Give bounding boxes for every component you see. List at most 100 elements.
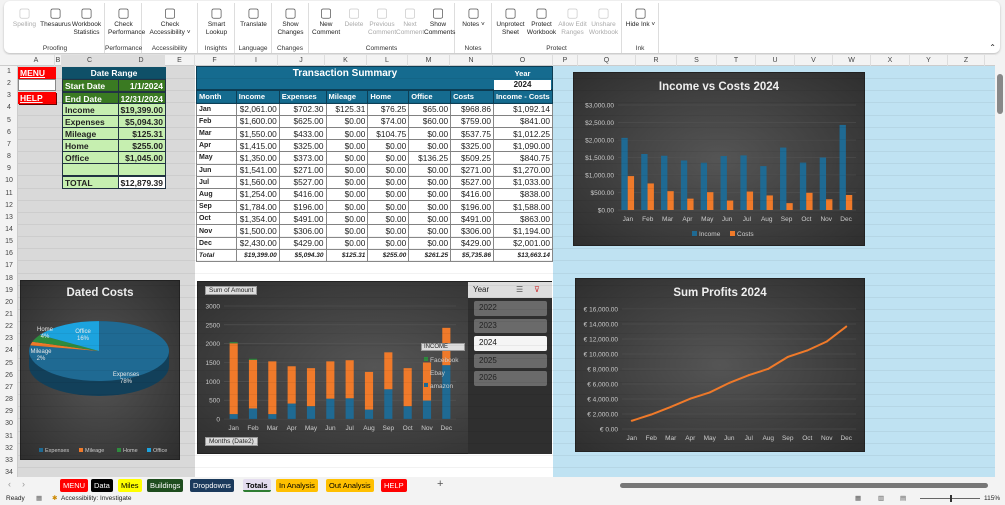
protect-workbook-button[interactable]: ▢ Protect Workbook	[526, 5, 557, 37]
row-header[interactable]: 21	[5, 311, 13, 318]
row-header[interactable]: 30	[5, 420, 13, 428]
slicer-item-2026[interactable]: 2026	[474, 371, 547, 386]
table-cell[interactable]: $1,090.00	[492, 139, 554, 153]
table-cell[interactable]: Feb	[196, 114, 237, 128]
bar-ebay[interactable]	[364, 371, 374, 410]
row-header[interactable]: 5	[7, 116, 11, 124]
bar-income[interactable]	[760, 166, 767, 210]
sheet-tab-help[interactable]: HELP	[381, 479, 407, 492]
column-header[interactable]: K	[325, 55, 367, 66]
pie-slice-home[interactable]	[32, 334, 100, 351]
sum-of-amount-field-button[interactable]: Sum of Amount	[205, 286, 258, 295]
bar-income[interactable]	[780, 147, 787, 210]
allow-edit-button[interactable]: ▢ Allow Edit Ranges	[557, 5, 588, 37]
bar-income[interactable]	[661, 155, 668, 210]
months-field-button[interactable]: Months (Date2)	[205, 437, 258, 446]
table-cell[interactable]: Jan	[196, 102, 237, 116]
row-header[interactable]: 1	[7, 68, 11, 75]
column-header[interactable]: B	[55, 55, 62, 66]
pie-slice-office[interactable]	[39, 321, 99, 351]
table-cell[interactable]: $0.00	[367, 139, 410, 153]
sheet-tab-menu[interactable]: MENU	[60, 479, 89, 492]
menu-link[interactable]: MENU	[18, 67, 56, 79]
bar-facebook[interactable]	[229, 342, 238, 344]
macro-icon[interactable]: ▦	[36, 495, 43, 502]
bar-costs[interactable]	[845, 194, 853, 210]
unshare-button[interactable]: ▢ Unshare Workbook	[588, 5, 619, 37]
page-layout-icon[interactable]: ▥	[878, 495, 885, 502]
table-cell[interactable]: $0.00	[367, 151, 410, 165]
bar-costs[interactable]	[687, 198, 694, 210]
bar-ebay[interactable]	[287, 366, 296, 404]
bar-costs[interactable]	[766, 195, 773, 210]
row-header[interactable]: 17	[5, 262, 13, 270]
scroll-tabs-right-icon[interactable]: ›	[22, 479, 25, 489]
table-cell[interactable]: $1,415.00	[235, 139, 280, 153]
horizontal-scrollbar[interactable]	[620, 483, 988, 488]
accessibility-status[interactable]: Accessibility: Investigate	[61, 495, 132, 502]
book-button[interactable]: ▢ Thesaurus	[40, 5, 71, 29]
vertical-scrollbar-thumb[interactable]	[997, 74, 1003, 114]
table-cell[interactable]: $60.00	[408, 114, 452, 128]
bar-amazon[interactable]	[422, 400, 432, 419]
page-break-icon[interactable]: ▤	[900, 495, 907, 502]
row-header[interactable]: 22	[5, 323, 13, 331]
bar-costs[interactable]	[806, 192, 813, 210]
bar-costs[interactable]	[726, 200, 734, 210]
sheet-tab-buildings[interactable]: Buildings	[147, 479, 184, 492]
sheet-tab-dropdowns[interactable]: Dropdowns	[190, 479, 234, 492]
row-header[interactable]: 19	[5, 286, 13, 294]
changes-button[interactable]: ▢ Show Changes	[275, 5, 306, 37]
slicer-item-2025[interactable]: 2025	[474, 353, 547, 368]
row-header[interactable]: 31	[5, 432, 13, 440]
slicer-item-2024[interactable]: 2024	[474, 336, 547, 351]
ink-button[interactable]: ▢ Hide Ink ˅	[625, 5, 656, 29]
row-header[interactable]: 25	[5, 359, 13, 367]
accessibility-button[interactable]: ▢ Check Accessibility ˅	[145, 5, 195, 37]
table-cell[interactable]: $625.00	[278, 114, 327, 128]
new-comment-button[interactable]: ▢ New Comment	[312, 5, 340, 37]
table-cell[interactable]: $0.00	[325, 126, 369, 141]
bar-ebay[interactable]	[229, 343, 238, 415]
performance-button[interactable]: ▢ Check Performance	[108, 5, 145, 37]
bar-amazon[interactable]	[306, 406, 316, 419]
zoom-slider[interactable]	[920, 495, 980, 502]
table-cell[interactable]: $136.25	[408, 151, 452, 165]
normal-view-icon[interactable]: ▦	[855, 495, 862, 502]
unprotect-sheet-button[interactable]: ▢ Unprotect Sheet	[495, 5, 526, 37]
row-header[interactable]: 26	[5, 371, 13, 379]
table-cell[interactable]: $125.31	[325, 102, 369, 116]
row-header[interactable]: 12	[5, 201, 13, 209]
table-cell[interactable]: $1,600.00	[235, 114, 280, 128]
table-cell[interactable]: $0.00	[408, 126, 452, 141]
column-header[interactable]: V	[795, 55, 833, 66]
table-cell[interactable]: $491.00	[278, 212, 327, 226]
table-cell[interactable]: $840.75	[492, 151, 554, 165]
column-header[interactable]: Z	[948, 55, 985, 66]
table-cell[interactable]: $968.86	[450, 102, 494, 116]
table-cell[interactable]: $65.00	[408, 102, 452, 116]
delete-comment-button[interactable]: ▢ Delete	[340, 5, 368, 29]
bar-amazon[interactable]	[248, 408, 258, 419]
bar-costs[interactable]	[627, 176, 635, 210]
dated-costs-chart[interactable]: Dated Costs Expenses 78% Mileage 2% Home 4% Off…	[20, 280, 180, 460]
zoom-level[interactable]: 115%	[984, 495, 1001, 502]
income-legend-filter-button[interactable]: INCOME	[421, 343, 465, 351]
next-comment-button[interactable]: ▢ Next Comment	[396, 5, 424, 37]
bar-ebay[interactable]	[403, 368, 412, 407]
column-header[interactable]: D	[118, 55, 165, 66]
column-header[interactable]: L	[367, 55, 408, 66]
table-cell[interactable]: $433.00	[278, 126, 327, 141]
bar-amazon[interactable]	[287, 403, 296, 419]
bar-ebay[interactable]	[268, 361, 277, 415]
row-header[interactable]: 27	[5, 383, 13, 391]
table-cell[interactable]: $325.00	[278, 139, 327, 153]
clear-filter-icon[interactable]: ⊽	[534, 285, 540, 294]
year-slicer[interactable]: Year ☰ ⊽ 2022 2023 2024 2025 2026	[468, 282, 552, 454]
cell-a2[interactable]	[18, 79, 56, 91]
bar-facebook[interactable]	[248, 358, 258, 360]
row-header[interactable]: 32	[5, 444, 13, 452]
column-header[interactable]: O	[493, 55, 553, 66]
sheet-tab-data[interactable]: Data	[91, 479, 113, 492]
column-header[interactable]: T	[717, 55, 756, 66]
